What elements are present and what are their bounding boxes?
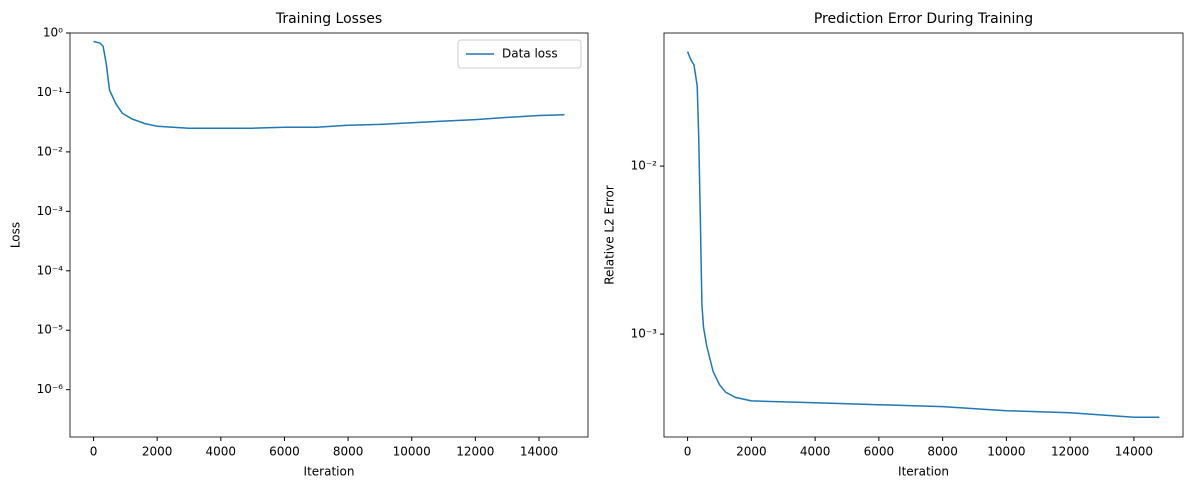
x-tick-label: 4000 bbox=[800, 445, 831, 459]
x-axis-label: Iteration bbox=[898, 465, 949, 479]
legend: Data loss bbox=[457, 39, 582, 69]
y-axis-label: Relative L2 Error bbox=[603, 185, 617, 285]
subplot: Prediction Error During Training Iteratio… bbox=[603, 11, 1184, 479]
y-tick-label: 10⁻³ bbox=[631, 327, 658, 341]
x-tick-label: 10000 bbox=[393, 445, 431, 459]
x-tick-label: 2000 bbox=[142, 445, 173, 459]
y-tick-label: 10⁻⁶ bbox=[37, 382, 64, 396]
y-tick-label: 10⁻⁵ bbox=[37, 323, 64, 337]
x-tick-label: 8000 bbox=[927, 445, 958, 459]
plot-frame bbox=[663, 32, 1184, 438]
y-tick-label: 10⁻² bbox=[631, 159, 658, 173]
x-tick-label: 4000 bbox=[206, 445, 237, 459]
data-line bbox=[93, 40, 565, 129]
x-tick-label: 12000 bbox=[456, 445, 494, 459]
x-tick-label: 6000 bbox=[269, 445, 300, 459]
subplot: Training Losses Iteration Loss 0 2000 4000 600… bbox=[9, 11, 589, 479]
x-tick-label: 6000 bbox=[864, 445, 895, 459]
x-tick-label: 14000 bbox=[1115, 445, 1153, 459]
y-tick-label: 10⁰ bbox=[43, 26, 63, 40]
x-tick-label: 12000 bbox=[1051, 445, 1089, 459]
x-axis-label: Iteration bbox=[304, 465, 355, 479]
x-tick-label: 8000 bbox=[333, 445, 364, 459]
subplot-title: Prediction Error During Training bbox=[814, 11, 1033, 27]
y-axis-label: Loss bbox=[9, 222, 23, 248]
x-tick-label: 2000 bbox=[736, 445, 767, 459]
plot-frame bbox=[69, 32, 589, 438]
x-tick-label: 10000 bbox=[987, 445, 1025, 459]
y-tick-label: 10⁻² bbox=[37, 144, 64, 158]
x-tick-label: 14000 bbox=[520, 445, 558, 459]
y-tick-label: 10⁻³ bbox=[37, 204, 64, 218]
x-tick-label: 0 bbox=[90, 445, 98, 459]
y-tick-label: 10⁻⁴ bbox=[37, 263, 64, 277]
y-tick-label: 10⁻¹ bbox=[37, 85, 64, 99]
legend-box bbox=[457, 39, 582, 69]
legend-label: Data loss bbox=[502, 47, 558, 61]
x-tick-label: 0 bbox=[684, 445, 692, 459]
data-line bbox=[686, 51, 1160, 418]
subplot-title: Training Losses bbox=[275, 11, 382, 27]
